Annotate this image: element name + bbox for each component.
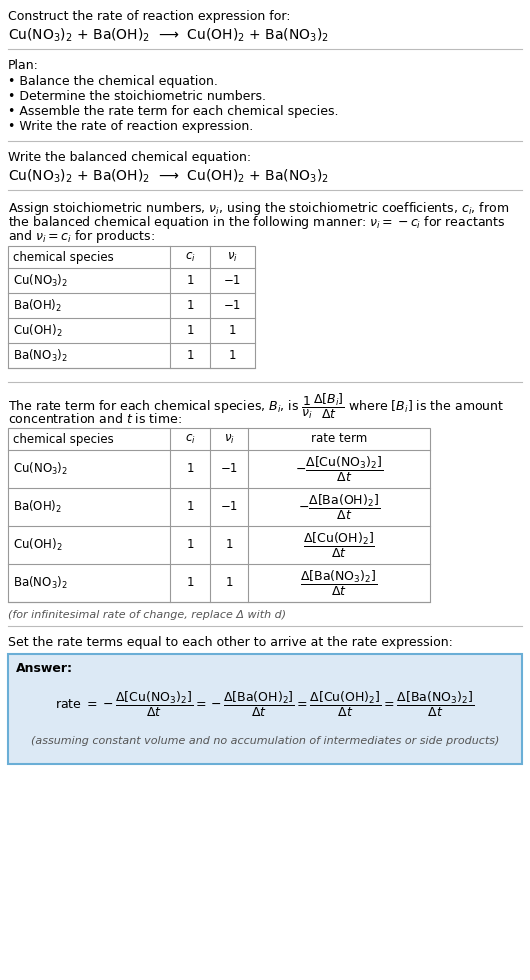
- Text: −1: −1: [220, 463, 237, 475]
- Text: chemical species: chemical species: [13, 251, 114, 264]
- Text: −1: −1: [220, 501, 237, 514]
- Text: Write the balanced chemical equation:: Write the balanced chemical equation:: [8, 151, 251, 164]
- Text: Cu(NO$_3$)$_2$: Cu(NO$_3$)$_2$: [13, 461, 68, 477]
- Text: Ba(NO$_3$)$_2$: Ba(NO$_3$)$_2$: [13, 575, 68, 591]
- Text: the balanced chemical equation in the following manner: $\nu_i = -c_i$ for react: the balanced chemical equation in the fo…: [8, 214, 506, 231]
- Text: 1: 1: [186, 576, 194, 590]
- Text: Cu(NO$_3$)$_2$ + Ba(OH)$_2$  ⟶  Cu(OH)$_2$ + Ba(NO$_3$)$_2$: Cu(NO$_3$)$_2$ + Ba(OH)$_2$ ⟶ Cu(OH)$_2$…: [8, 168, 329, 185]
- Text: 1: 1: [186, 501, 194, 514]
- Text: • Write the rate of reaction expression.: • Write the rate of reaction expression.: [8, 120, 253, 133]
- Text: $c_i$: $c_i$: [184, 432, 196, 446]
- Text: 1: 1: [225, 538, 233, 552]
- Text: chemical species: chemical species: [13, 432, 114, 446]
- Text: $\dfrac{\Delta[\mathrm{Cu(OH)_2}]}{\Delta t}$: $\dfrac{\Delta[\mathrm{Cu(OH)_2}]}{\Delt…: [303, 530, 375, 560]
- Text: rate term: rate term: [311, 432, 367, 446]
- Text: (assuming constant volume and no accumulation of intermediates or side products): (assuming constant volume and no accumul…: [31, 736, 499, 746]
- Text: • Balance the chemical equation.: • Balance the chemical equation.: [8, 75, 218, 88]
- Text: • Determine the stoichiometric numbers.: • Determine the stoichiometric numbers.: [8, 90, 266, 103]
- Text: Assign stoichiometric numbers, $\nu_i$, using the stoichiometric coefficients, $: Assign stoichiometric numbers, $\nu_i$, …: [8, 200, 509, 217]
- FancyBboxPatch shape: [8, 654, 522, 764]
- Text: Cu(OH)$_2$: Cu(OH)$_2$: [13, 322, 63, 338]
- Text: The rate term for each chemical species, $B_i$, is $\dfrac{1}{\nu_i}\dfrac{\Delt: The rate term for each chemical species,…: [8, 392, 505, 421]
- Text: Plan:: Plan:: [8, 59, 39, 72]
- Text: Cu(NO$_3$)$_2$: Cu(NO$_3$)$_2$: [13, 272, 68, 288]
- Text: 1: 1: [186, 349, 194, 362]
- Text: and $\nu_i = c_i$ for products:: and $\nu_i = c_i$ for products:: [8, 228, 155, 245]
- Text: 1: 1: [229, 324, 236, 337]
- Text: $-\dfrac{\Delta[\mathrm{Cu(NO_3)_2}]}{\Delta t}$: $-\dfrac{\Delta[\mathrm{Cu(NO_3)_2}]}{\D…: [295, 455, 383, 483]
- Text: 1: 1: [186, 324, 194, 337]
- Text: Answer:: Answer:: [16, 662, 73, 675]
- Text: Cu(OH)$_2$: Cu(OH)$_2$: [13, 537, 63, 553]
- Text: $\nu_i$: $\nu_i$: [227, 251, 238, 264]
- Text: 1: 1: [186, 463, 194, 475]
- Text: 1: 1: [186, 538, 194, 552]
- Text: Ba(OH)$_2$: Ba(OH)$_2$: [13, 298, 62, 314]
- Text: rate $= -\dfrac{\Delta[\mathrm{Cu(NO_3)_2}]}{\Delta t} = -\dfrac{\Delta[\mathrm{: rate $= -\dfrac{\Delta[\mathrm{Cu(NO_3)_…: [56, 690, 474, 719]
- Text: $c_i$: $c_i$: [184, 251, 196, 264]
- Text: (for infinitesimal rate of change, replace Δ with d): (for infinitesimal rate of change, repla…: [8, 610, 286, 620]
- Text: $\nu_i$: $\nu_i$: [224, 432, 234, 446]
- Text: −1: −1: [224, 299, 241, 312]
- Text: $-\dfrac{\Delta[\mathrm{Ba(OH)_2}]}{\Delta t}$: $-\dfrac{\Delta[\mathrm{Ba(OH)_2}]}{\Del…: [298, 493, 380, 521]
- Text: 1: 1: [229, 349, 236, 362]
- Text: 1: 1: [186, 299, 194, 312]
- Text: Ba(OH)$_2$: Ba(OH)$_2$: [13, 499, 62, 515]
- Bar: [8, 428, 430, 602]
- Text: • Assemble the rate term for each chemical species.: • Assemble the rate term for each chemic…: [8, 105, 339, 118]
- Text: 1: 1: [225, 576, 233, 590]
- Text: Set the rate terms equal to each other to arrive at the rate expression:: Set the rate terms equal to each other t…: [8, 636, 453, 649]
- Bar: [8, 246, 255, 368]
- Text: concentration and $t$ is time:: concentration and $t$ is time:: [8, 412, 182, 426]
- Text: $\dfrac{\Delta[\mathrm{Ba(NO_3)_2}]}{\Delta t}$: $\dfrac{\Delta[\mathrm{Ba(NO_3)_2}]}{\De…: [300, 568, 378, 598]
- Text: Cu(NO$_3$)$_2$ + Ba(OH)$_2$  ⟶  Cu(OH)$_2$ + Ba(NO$_3$)$_2$: Cu(NO$_3$)$_2$ + Ba(OH)$_2$ ⟶ Cu(OH)$_2$…: [8, 27, 329, 44]
- Text: −1: −1: [224, 274, 241, 287]
- Text: 1: 1: [186, 274, 194, 287]
- Text: Construct the rate of reaction expression for:: Construct the rate of reaction expressio…: [8, 10, 290, 23]
- Text: Ba(NO$_3$)$_2$: Ba(NO$_3$)$_2$: [13, 348, 68, 364]
